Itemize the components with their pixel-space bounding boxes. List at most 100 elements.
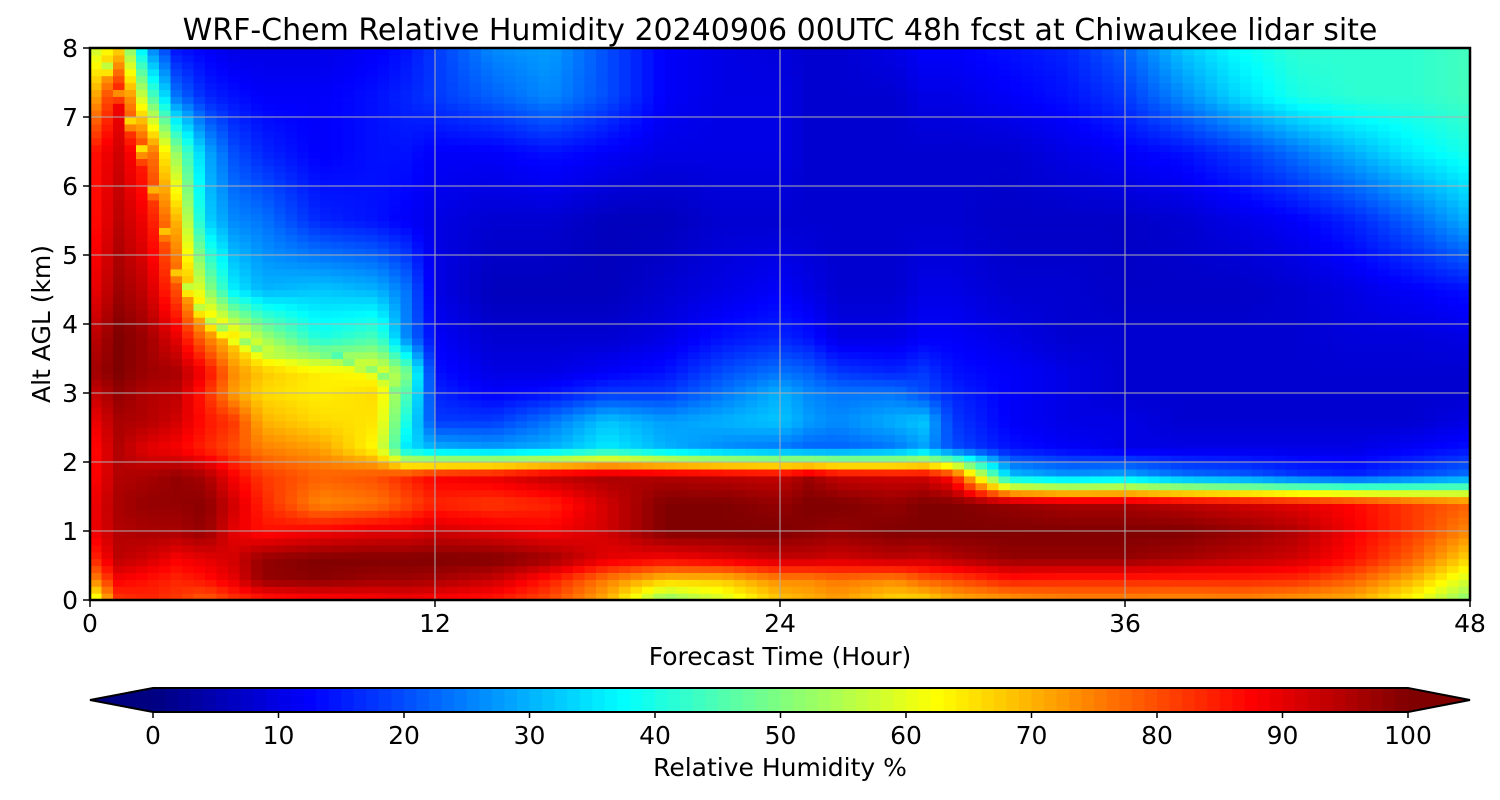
heatmap-cell <box>1309 337 1322 346</box>
heatmap-cell <box>757 386 770 394</box>
heatmap-cell <box>1102 586 1115 594</box>
heatmap-cell <box>1010 317 1023 325</box>
heatmap-cell <box>929 496 942 504</box>
heatmap-cell <box>435 524 448 532</box>
heatmap-cell <box>780 489 793 498</box>
heatmap-cell <box>504 310 517 318</box>
heatmap-cell <box>1079 565 1092 573</box>
heatmap-cell <box>607 579 620 587</box>
heatmap-cell <box>159 413 172 422</box>
heatmap-cell <box>1044 434 1057 442</box>
heatmap-cell <box>584 413 597 422</box>
heatmap-cell <box>469 579 482 587</box>
heatmap-cell <box>1079 496 1092 504</box>
heatmap-cell <box>1021 406 1034 415</box>
heatmap-cell <box>929 572 942 580</box>
heatmap-cell <box>492 434 505 442</box>
heatmap-cell <box>366 537 379 546</box>
heatmap-cell <box>561 420 574 429</box>
heatmap-cell <box>343 524 356 532</box>
heatmap-cell <box>1274 413 1287 422</box>
heatmap-cell <box>515 406 528 415</box>
heatmap-cell <box>791 393 804 401</box>
heatmap-cell <box>975 448 988 456</box>
heatmap-cell <box>435 537 448 546</box>
heatmap-cell <box>469 372 482 380</box>
heatmap-cell <box>734 448 747 456</box>
heatmap-cell <box>492 413 505 422</box>
heatmap-cell <box>1182 399 1195 408</box>
heatmap-cell <box>527 468 540 477</box>
heatmap-cell <box>1263 337 1276 346</box>
heatmap-cell <box>297 593 310 600</box>
heatmap-cell <box>607 427 620 435</box>
heatmap-cell <box>1067 420 1080 429</box>
heatmap-cell <box>814 489 827 498</box>
heatmap-cell <box>423 393 436 401</box>
heatmap-cell <box>1447 586 1460 594</box>
heatmap-cell <box>768 379 781 387</box>
heatmap-cell <box>1021 544 1034 553</box>
heatmap-cell <box>492 531 505 539</box>
heatmap-cell <box>803 517 816 525</box>
heatmap-cell <box>285 358 298 366</box>
heatmap-cell <box>918 565 931 573</box>
heatmap-cell <box>596 510 609 518</box>
heatmap-cell <box>1401 503 1414 511</box>
heatmap-cell <box>849 579 862 587</box>
heatmap-cell <box>1378 572 1391 580</box>
heatmap-cell <box>1424 386 1437 394</box>
heatmap-cell <box>619 551 632 560</box>
heatmap-cell <box>1447 413 1460 422</box>
heatmap-cell <box>527 434 540 442</box>
heatmap-cell <box>952 579 965 587</box>
heatmap-cell <box>1113 441 1126 449</box>
heatmap-cell <box>1286 524 1299 532</box>
heatmap-cell <box>1412 386 1425 394</box>
heatmap-cell <box>331 579 344 587</box>
heatmap-cell <box>515 537 528 546</box>
heatmap-cell <box>757 379 770 387</box>
heatmap-cell <box>837 365 850 373</box>
heatmap-cell <box>1320 448 1333 456</box>
heatmap-cell <box>1079 524 1092 532</box>
heatmap-cell <box>412 579 425 587</box>
heatmap-cell <box>527 365 540 373</box>
heatmap-cell <box>285 448 298 456</box>
heatmap-cell <box>768 413 781 422</box>
heatmap-cell <box>1297 351 1310 360</box>
heatmap-cell <box>251 317 264 325</box>
heatmap-cell <box>1297 565 1310 573</box>
heatmap-cell <box>941 517 954 525</box>
heatmap-cell <box>780 310 793 318</box>
heatmap-cell <box>1217 565 1230 573</box>
heatmap-cell <box>1355 565 1368 573</box>
heatmap-cell <box>504 510 517 518</box>
heatmap-cell <box>285 372 298 380</box>
heatmap-cell <box>285 475 298 484</box>
heatmap-cell <box>1355 448 1368 456</box>
heatmap-cell <box>377 399 390 408</box>
heatmap-cell <box>446 420 459 429</box>
heatmap-cell <box>998 441 1011 449</box>
heatmap-cell <box>216 586 229 594</box>
heatmap-cell <box>1033 565 1046 573</box>
heatmap-cell <box>343 482 356 491</box>
heatmap-cell <box>423 531 436 539</box>
heatmap-cell <box>975 427 988 435</box>
heatmap-cell <box>941 462 954 470</box>
heatmap-cell <box>607 565 620 573</box>
heatmap-cell <box>918 386 931 394</box>
heatmap-cell <box>251 434 264 442</box>
heatmap-cell <box>1102 517 1115 525</box>
heatmap-cell <box>538 475 551 484</box>
heatmap-cell <box>1079 441 1092 449</box>
heatmap-cell <box>1378 441 1391 449</box>
heatmap-cell <box>860 524 873 532</box>
heatmap-cell <box>1297 489 1310 498</box>
heatmap-cell <box>492 572 505 580</box>
heatmap-cell <box>619 558 632 567</box>
heatmap-cell <box>768 503 781 511</box>
heatmap-cell <box>757 462 770 470</box>
heatmap-cell <box>1263 399 1276 408</box>
